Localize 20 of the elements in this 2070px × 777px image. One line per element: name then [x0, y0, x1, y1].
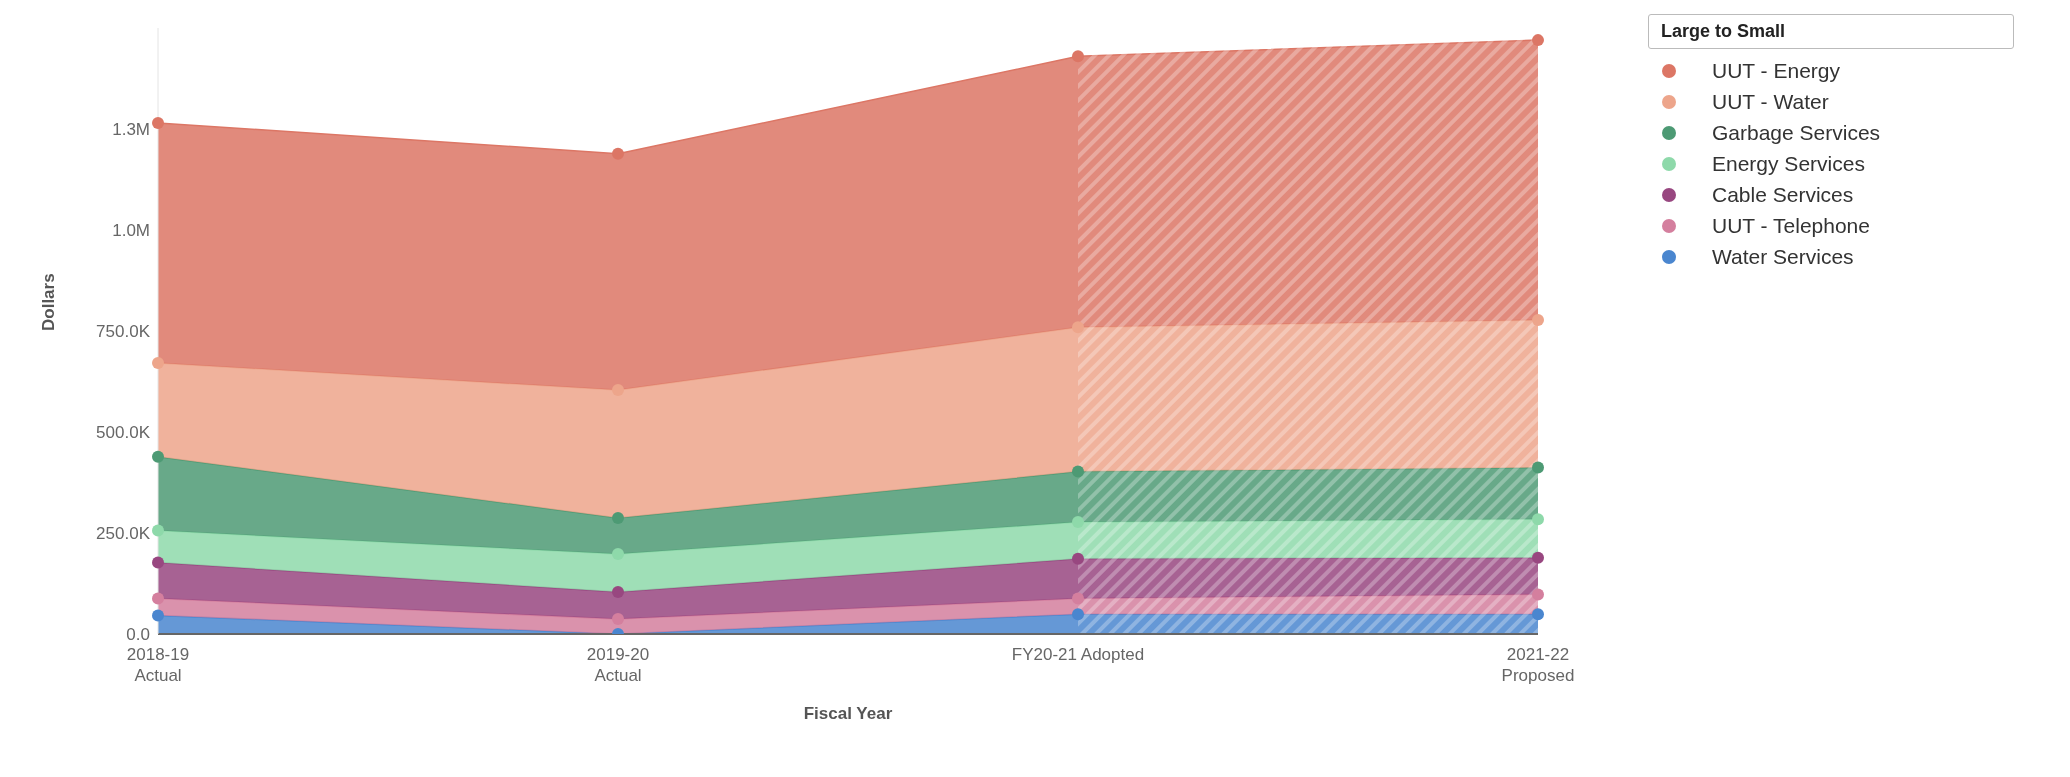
x-axis-title: Fiscal Year — [803, 704, 893, 723]
sort-dropdown: Large to Small — [1648, 14, 2014, 49]
legend-label: Garbage Services — [1711, 119, 1882, 146]
y-tick-label: 250.0K — [96, 524, 151, 544]
legend-label: Cable Services — [1711, 181, 1855, 208]
legend-label: UUT - Water — [1711, 88, 1830, 115]
y-tick-label: 1.0M — [112, 221, 150, 241]
legend-label: UUT - Energy — [1711, 57, 1841, 84]
x-tick-label: 2018-19 Actual — [126, 645, 190, 685]
y-axis-title: Dollars — [39, 273, 59, 331]
x-tick-label: FY20-21 Adopted — [1011, 645, 1145, 664]
y-tick-label: 750.0K — [96, 322, 151, 342]
legend-label: UUT - Telephone — [1711, 212, 1871, 239]
y-tick-label: 1.3M — [112, 120, 150, 140]
y-tick-label: 0.0 — [126, 625, 150, 645]
legend-label: Water Services — [1711, 243, 1855, 270]
x-tick-label: 2019-20 Actual — [586, 645, 650, 685]
x-tick-label: 2021-22 Proposed — [1501, 645, 1575, 685]
legend-label: Energy Services — [1711, 150, 1866, 177]
y-tick-label: 500.0K — [96, 423, 151, 443]
